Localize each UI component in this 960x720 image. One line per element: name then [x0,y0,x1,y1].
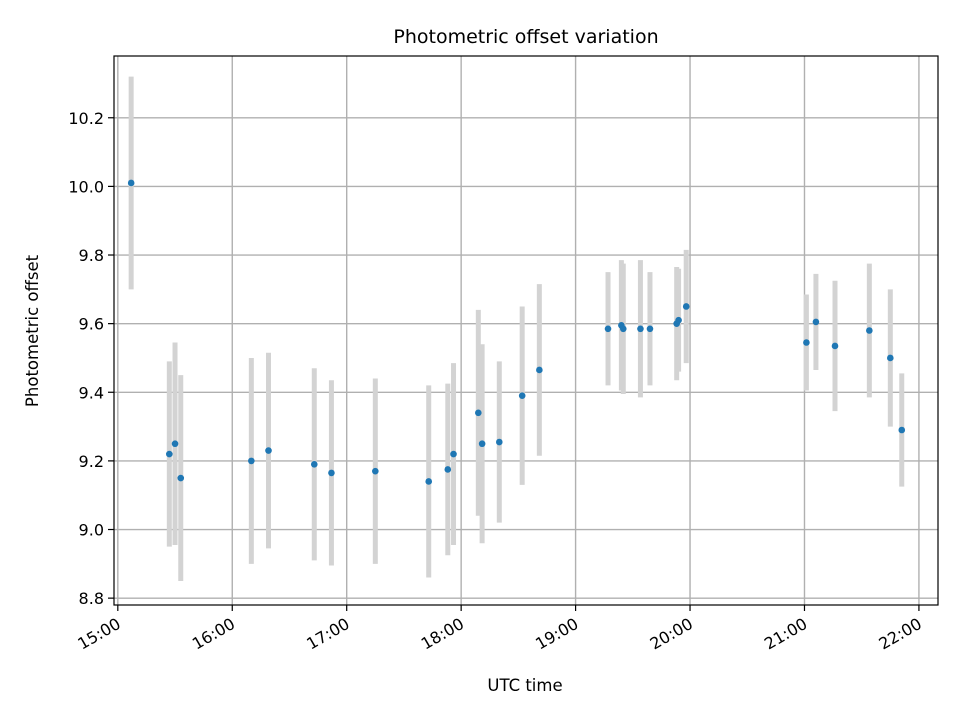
y-tick-label: 9.2 [79,452,104,471]
y-tick-label: 9.0 [79,521,104,540]
data-points [127,179,906,485]
data-point [831,342,839,350]
data-point [171,440,179,448]
y-tick-label: 9.4 [79,383,104,402]
y-tick-label: 9.6 [79,315,104,334]
chart-title: Photometric offset variation [393,26,658,48]
data-point [166,450,173,458]
x-axis-label: UTC time [487,676,562,695]
data-point [328,469,335,477]
data-point [310,461,318,468]
data-point [637,325,644,333]
data-point [619,325,627,333]
data-point [604,325,612,333]
data-point [518,392,526,399]
data-point [425,478,433,485]
data-point [866,327,873,334]
data-point [478,440,486,448]
data-point [803,339,810,346]
plot-frame [113,55,939,606]
data-point [177,474,185,482]
data-point [812,318,820,326]
data-point [475,409,482,417]
data-point [887,354,894,362]
data-point [248,457,255,465]
y-tick-label: 9.8 [79,246,104,265]
data-point [444,466,452,473]
data-point [127,179,135,187]
data-point [675,316,682,324]
y-axis-label: Photometric offset [23,254,42,407]
data-point [450,450,457,458]
y-tick-label: 10.0 [68,177,104,196]
data-point [898,426,906,434]
y-tick-label: 10.2 [68,109,104,128]
data-point [646,325,654,333]
data-point [372,467,379,475]
data-point [495,438,503,446]
y-axis-ticks: 8.8 9.0 9.2 9.4 9.6 9.8 10.0 10.2 [68,109,114,608]
y-tick-label: 8.8 [79,589,104,608]
data-point [682,303,690,310]
data-point [536,366,543,374]
data-point [265,447,272,454]
